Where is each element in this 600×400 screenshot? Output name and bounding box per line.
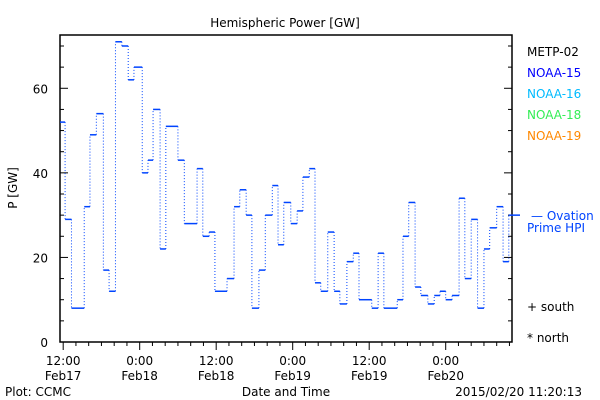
y-tick-label: 40 bbox=[33, 167, 48, 181]
y-tick-label: 0 bbox=[40, 336, 48, 350]
legend-noaa-15: NOAA-15 bbox=[527, 66, 581, 80]
footer-plot-source: Plot: CCMC bbox=[5, 385, 71, 399]
x-axis-label: Date and Time bbox=[242, 385, 330, 399]
legend-ovation-2: Prime HPI bbox=[527, 221, 585, 235]
y-tick-label: 60 bbox=[33, 82, 48, 96]
legend-ovation-1: — Ovation bbox=[531, 209, 594, 223]
x-tick-date: Feb18 bbox=[121, 369, 158, 383]
legend-noaa-18: NOAA-18 bbox=[527, 108, 581, 122]
x-tick-date: Feb17 bbox=[45, 369, 82, 383]
x-tick-date: Feb19 bbox=[351, 369, 388, 383]
chart-title: Hemispheric Power [GW] bbox=[210, 16, 360, 30]
legend-south: + south bbox=[527, 300, 574, 314]
y-axis-label: P [GW] bbox=[6, 167, 20, 209]
plot-frame bbox=[59, 34, 513, 343]
x-tick-label: 12:00 bbox=[46, 354, 81, 368]
x-tick-date: Feb20 bbox=[427, 369, 464, 383]
legend-noaa-19: NOAA-19 bbox=[527, 129, 581, 143]
x-tick-label: 12:00 bbox=[199, 354, 234, 368]
x-tick-label: 12:00 bbox=[352, 354, 387, 368]
x-tick-label: 0:00 bbox=[432, 354, 459, 368]
footer-timestamp: 2015/02/20 11:20:13 bbox=[455, 385, 582, 399]
x-tick-label: 0:00 bbox=[126, 354, 153, 368]
legend-metp-02: METP-02 bbox=[527, 45, 579, 59]
legend-north: * north bbox=[527, 331, 569, 345]
y-tick-label: 20 bbox=[33, 251, 48, 265]
x-tick-date: Feb19 bbox=[274, 369, 311, 383]
legend-noaa-16: NOAA-16 bbox=[527, 87, 581, 101]
x-tick-label: 0:00 bbox=[279, 354, 306, 368]
x-tick-date: Feb18 bbox=[198, 369, 235, 383]
